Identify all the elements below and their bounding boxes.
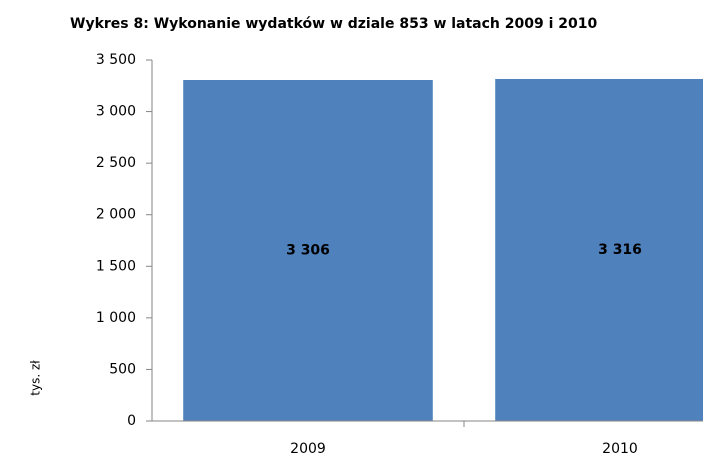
y-tick-label: 500 xyxy=(109,361,136,377)
y-tick-label: 3 000 xyxy=(96,104,136,120)
y-tick-label: 0 xyxy=(127,413,136,429)
y-tick-label: 3 500 xyxy=(96,52,136,68)
y-axis-label: tys. zł xyxy=(29,360,43,396)
data-label: 3 316 xyxy=(598,242,642,258)
x-tick-label: 2009 xyxy=(290,441,326,457)
data-label: 3 306 xyxy=(286,243,330,259)
y-tick-label: 2 500 xyxy=(96,155,136,171)
y-tick-label: 1 500 xyxy=(96,258,136,274)
bar xyxy=(183,80,433,422)
chart-title: Wykres 8: Wykonanie wydatków w dziale 85… xyxy=(70,16,598,32)
y-tick-label: 2 000 xyxy=(96,207,136,223)
y-tick-label: 1 000 xyxy=(96,310,136,326)
bar xyxy=(495,78,703,422)
x-tick-label: 2010 xyxy=(602,441,638,457)
